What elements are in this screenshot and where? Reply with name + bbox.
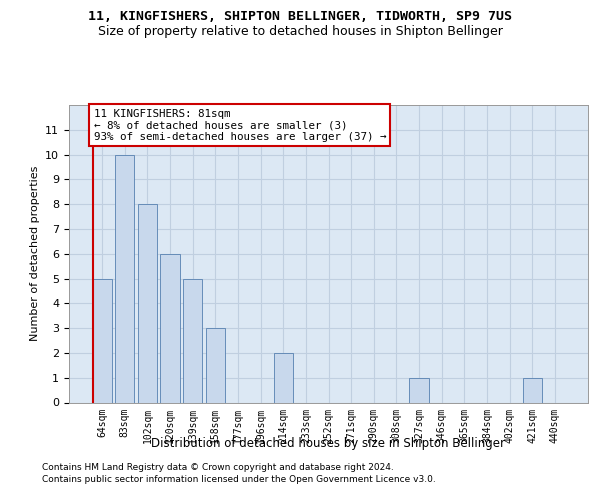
Y-axis label: Number of detached properties: Number of detached properties: [30, 166, 40, 342]
Bar: [274, 353, 293, 403]
Bar: [206, 328, 225, 402]
Bar: [523, 378, 542, 402]
Text: 11, KINGFISHERS, SHIPTON BELLINGER, TIDWORTH, SP9 7US: 11, KINGFISHERS, SHIPTON BELLINGER, TIDW…: [88, 10, 512, 23]
Bar: [92, 278, 112, 402]
Bar: [115, 154, 134, 402]
Bar: [183, 278, 202, 402]
Text: Contains HM Land Registry data © Crown copyright and database right 2024.: Contains HM Land Registry data © Crown c…: [42, 464, 394, 472]
Text: 11 KINGFISHERS: 81sqm
← 8% of detached houses are smaller (3)
93% of semi-detach: 11 KINGFISHERS: 81sqm ← 8% of detached h…: [94, 108, 386, 142]
Bar: [409, 378, 428, 402]
Bar: [138, 204, 157, 402]
Bar: [160, 254, 180, 402]
Text: Size of property relative to detached houses in Shipton Bellinger: Size of property relative to detached ho…: [98, 25, 502, 38]
Text: Distribution of detached houses by size in Shipton Bellinger: Distribution of detached houses by size …: [151, 438, 505, 450]
Text: Contains public sector information licensed under the Open Government Licence v3: Contains public sector information licen…: [42, 475, 436, 484]
